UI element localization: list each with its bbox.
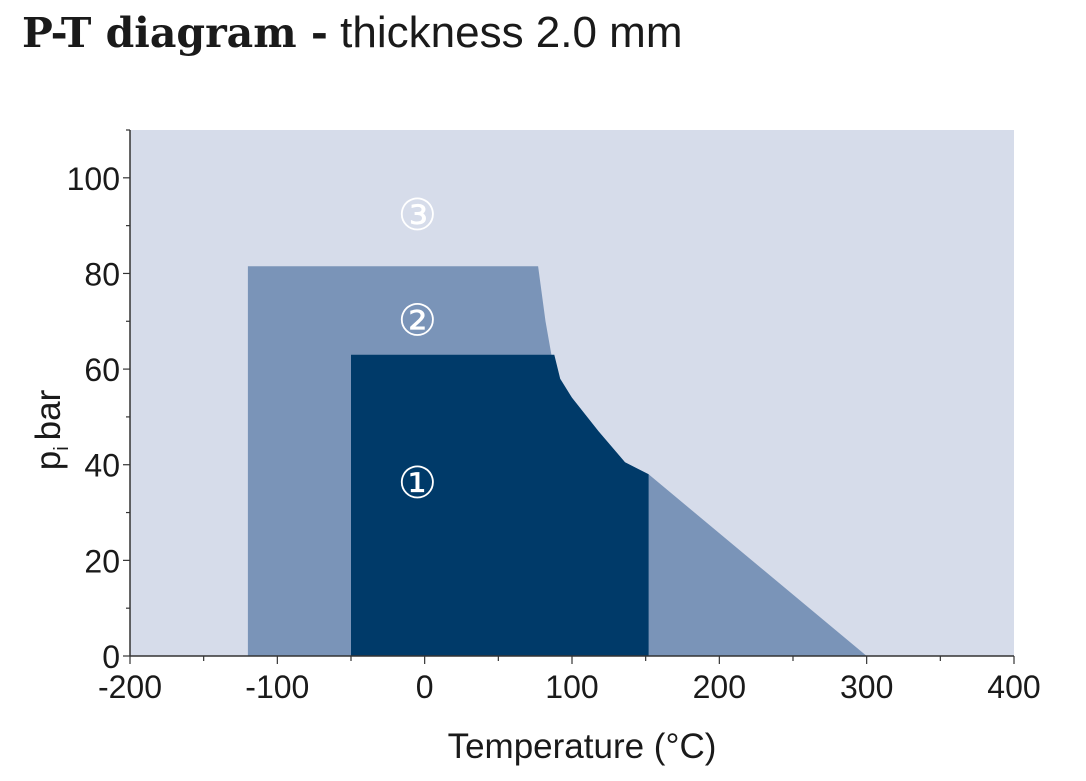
markers-layer: ③ ② ① [398, 191, 437, 508]
region-3-marker: ① [398, 459, 437, 508]
y-tick-label: 100 [67, 161, 120, 197]
x-tick-label: -200 [98, 669, 162, 705]
y-tick-label: 40 [84, 448, 120, 484]
y-axis-label-subscript: i [51, 446, 73, 450]
chart-title: P-T diagram - thickness 2.0 mm [22, 8, 683, 58]
x-tick-label: 100 [545, 669, 598, 705]
regions-layer [247, 266, 867, 656]
region-1-marker: ③ [398, 191, 437, 240]
x-axis-label: Temperature (°C) [448, 727, 717, 766]
region-2-marker: ② [398, 296, 437, 345]
axes-layer: 0 20 40 60 80 100 -200 -100 0 100 200 300 400 [67, 129, 1041, 705]
region-3-area [351, 354, 649, 656]
x-tick-label: 200 [693, 669, 746, 705]
region-3-marker-label: ① [398, 459, 437, 508]
y-axis-label-unit: bar [29, 389, 68, 440]
y-tick-label: 80 [84, 256, 120, 292]
y-tick-label: 0 [102, 639, 120, 675]
x-tick-label: 400 [987, 669, 1040, 705]
y-tick-label: 60 [84, 352, 120, 388]
chart-title-bold: P-T diagram - [22, 9, 328, 57]
chart-title-light: thickness 2.0 mm [340, 8, 683, 57]
region-2-marker-label: ② [398, 296, 437, 345]
region-1-marker-label: ③ [398, 191, 437, 240]
y-tick-label: 20 [84, 543, 120, 579]
y-axis-label-main: p [29, 451, 68, 470]
x-tick-label: 300 [840, 669, 893, 705]
y-axis-label: pi bar [29, 389, 73, 470]
x-tick-label: -100 [245, 669, 309, 705]
x-tick-label: 0 [416, 669, 434, 705]
